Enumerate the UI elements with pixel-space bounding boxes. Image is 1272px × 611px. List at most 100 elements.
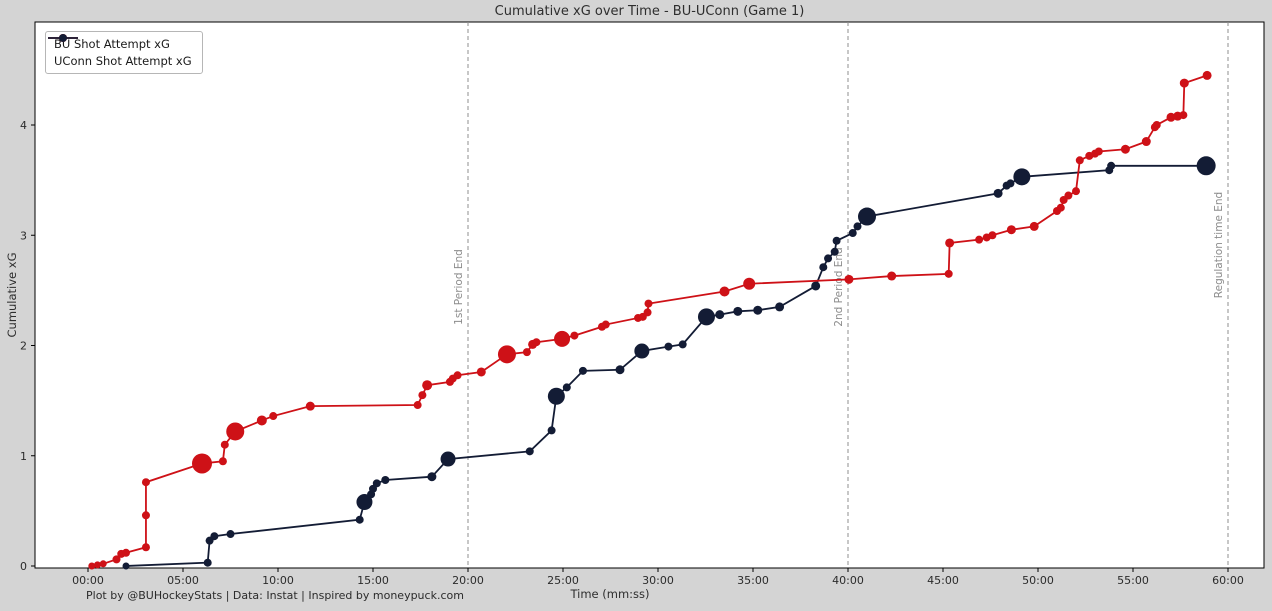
uconn-shot-marker <box>355 515 364 524</box>
bu-shot-marker <box>88 562 96 570</box>
uconn-shot-marker <box>1013 168 1031 186</box>
x-axis-label: Time (mm:ss) <box>570 587 650 601</box>
uconn-shot-marker <box>547 387 565 405</box>
uconn-shot-marker <box>210 532 219 541</box>
bu-shot-marker <box>269 412 278 421</box>
y-tick-label: 2 <box>20 340 27 353</box>
uconn-shot-marker <box>372 479 381 488</box>
uconn-shot-marker <box>1196 156 1216 176</box>
uconn-shot-marker <box>562 383 571 392</box>
x-tick-label: 10:00 <box>262 574 294 587</box>
uconn-shot-marker <box>427 472 437 482</box>
legend-label: UConn Shot Attempt xG <box>54 54 192 68</box>
bu-shot-marker <box>122 548 130 557</box>
bu-shot-marker <box>1006 225 1016 235</box>
bu-shot-marker <box>1120 144 1130 154</box>
bu-shot-marker <box>141 478 150 487</box>
bu-shot-marker <box>1179 78 1189 88</box>
bu-shot-marker <box>1202 70 1212 80</box>
period-end-label: 1st Period End <box>453 249 465 325</box>
bu-shot-marker <box>218 457 227 466</box>
uconn-shot-marker <box>547 426 556 435</box>
bu-shot-marker <box>743 277 756 290</box>
bu-shot-marker <box>554 330 571 347</box>
bu-shot-marker <box>944 269 953 278</box>
y-tick-label: 1 <box>20 450 27 463</box>
legend-line-marker-icon <box>48 34 78 42</box>
uconn-shot-marker <box>697 308 715 326</box>
uconn-shot-marker <box>356 494 373 511</box>
uconn-shot-marker <box>811 281 821 291</box>
legend-item: UConn Shot Attempt xG <box>48 34 192 68</box>
bu-shot-marker <box>192 453 212 474</box>
bu-shot-marker <box>413 401 422 410</box>
bu-shot-marker <box>1094 147 1103 156</box>
plot-area <box>34 21 1265 569</box>
uconn-shot-marker <box>678 340 687 349</box>
uconn-shot-marker <box>122 562 130 570</box>
uconn-shot-marker <box>858 207 876 226</box>
legend-label: BU Shot Attempt xG <box>54 37 170 51</box>
bu-shot-marker <box>1075 156 1084 165</box>
uconn-shot-marker <box>819 263 828 272</box>
y-tick-label: 4 <box>20 119 27 132</box>
uconn-shot-marker <box>525 447 534 456</box>
uconn-shot-marker <box>830 247 839 256</box>
bu-shot-marker <box>1152 121 1161 129</box>
uconn-shot-marker <box>203 558 212 567</box>
uconn-shot-marker <box>615 365 625 375</box>
x-tick-label: 20:00 <box>452 574 484 587</box>
bu-shot-marker <box>99 560 107 568</box>
y-axis-label: Cumulative xG <box>5 252 19 337</box>
x-tick-label: 40:00 <box>832 574 864 587</box>
bu-shot-marker <box>453 371 462 380</box>
bu-shot-marker <box>1064 191 1073 200</box>
uconn-shot-marker <box>775 302 785 312</box>
bu-shot-marker <box>418 391 427 400</box>
bu-shot-marker <box>1029 221 1039 231</box>
x-tick-label: 30:00 <box>642 574 674 587</box>
bu-shot-marker <box>1141 137 1151 147</box>
uconn-shot-marker <box>578 366 587 375</box>
bu-shot-marker <box>1056 203 1065 212</box>
bu-shot-marker <box>887 271 897 281</box>
bu-shot-marker <box>256 415 267 426</box>
bu-shot-marker <box>1166 112 1176 122</box>
bu-shot-marker <box>476 367 486 377</box>
bu-shot-marker <box>643 308 652 317</box>
x-tick-label: 15:00 <box>357 574 389 587</box>
uconn-shot-marker <box>715 310 725 320</box>
bu-shot-marker <box>305 401 315 411</box>
legend: BU Shot Attempt xG UConn Shot Attempt xG <box>45 31 203 74</box>
x-tick-label: 45:00 <box>927 574 959 587</box>
x-tick-label: 55:00 <box>1117 574 1149 587</box>
uconn-shot-marker <box>1006 179 1015 188</box>
bu-shot-marker <box>141 543 150 552</box>
uconn-shot-marker <box>664 342 673 351</box>
footer-credit: Plot by @BUHockeyStats | Data: Instat | … <box>86 589 464 602</box>
bu-shot-marker <box>220 440 229 449</box>
bu-shot-marker <box>141 511 150 520</box>
uconn-shot-marker <box>824 254 833 263</box>
bu-shot-marker <box>94 561 101 569</box>
x-tick-label: 35:00 <box>737 574 769 587</box>
bu-shot-marker <box>644 299 653 308</box>
x-tick-label: 05:00 <box>167 574 199 587</box>
bu-shot-marker <box>945 238 955 248</box>
uconn-shot-marker <box>993 188 1003 198</box>
bu-shot-marker <box>226 422 245 441</box>
uconn-shot-marker <box>853 222 862 231</box>
x-tick-label: 25:00 <box>547 574 579 587</box>
period-end-label: 2nd Period End <box>833 247 845 326</box>
y-tick-label: 3 <box>20 229 27 242</box>
chart-title: Cumulative xG over Time - BU-UConn (Game… <box>494 4 805 19</box>
x-tick-label: 60:00 <box>1212 574 1244 587</box>
uconn-shot-marker <box>440 451 456 467</box>
bu-shot-marker <box>522 348 531 357</box>
uconn-shot-marker <box>832 236 841 245</box>
uconn-shot-marker <box>1107 161 1116 170</box>
bu-shot-marker <box>532 338 541 347</box>
bu-shot-marker <box>570 331 579 340</box>
